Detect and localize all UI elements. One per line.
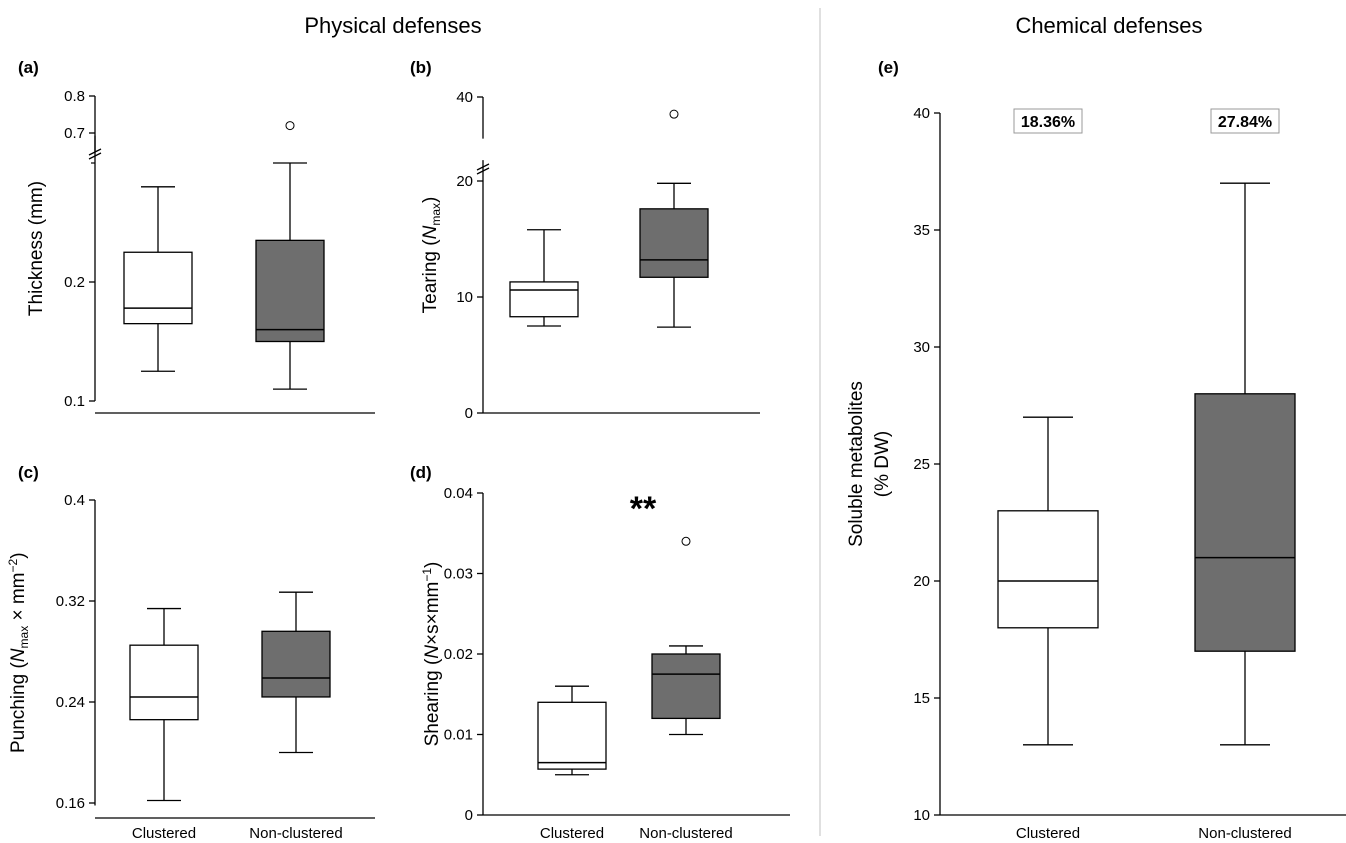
y-axis-label-mid: ×s×mm	[422, 582, 443, 645]
percent-annotation: 27.84%	[1218, 114, 1272, 131]
box-iqr	[1194, 393, 1296, 652]
y-tick-label: 0.8	[64, 88, 85, 105]
y-axis-label-italic: N	[8, 648, 29, 662]
box-iqr	[255, 239, 325, 343]
box-clustered: Clustered 18.36%	[997, 108, 1099, 842]
category-label: Clustered	[1016, 825, 1080, 842]
box-iqr	[537, 701, 607, 770]
y-axis-label-mid: × mm	[8, 572, 29, 625]
y-tick-label: 0.2	[64, 274, 85, 291]
axis-break-mark	[476, 163, 490, 171]
box-iqr	[639, 208, 709, 278]
panel-label: (e)	[878, 58, 899, 77]
y-axis-label: Tearing (Nmax)	[420, 197, 443, 314]
y-tick-label: 15	[913, 690, 930, 707]
y-tick-label: 0.24	[56, 694, 85, 711]
y-tick-label: 10	[913, 807, 930, 824]
box-nonclustered	[639, 109, 709, 328]
y-tick-label: 40	[456, 89, 473, 106]
box-iqr	[651, 653, 721, 720]
y-tick-label: 0	[465, 807, 473, 824]
section-title-physical: Physical defenses	[304, 13, 481, 38]
percent-annotation: 18.36%	[1021, 114, 1075, 131]
panel-label: (c)	[18, 463, 39, 482]
outlier-point	[681, 536, 691, 546]
axis-break-mark	[88, 148, 102, 156]
panel-e: (e) 10 15 20 25 30 35 40 Soluble metabolites (% D…	[846, 58, 1346, 842]
outlier-point	[285, 121, 295, 131]
y-axis-label: Soluble metabolites	[846, 381, 867, 547]
box-iqr	[509, 281, 579, 318]
panel-c: (c) 0.16 0.24 0.32 0.4 Punching (Nmax × mm−2)…	[6, 463, 375, 842]
y-axis-label-text: Shearing (	[422, 658, 443, 746]
y-axis-label-text-end: )	[420, 197, 441, 203]
panel-label: (d)	[410, 463, 432, 482]
y-tick-label: 0.03	[444, 566, 473, 583]
y-tick-label: 20	[456, 173, 473, 190]
y-axis-label-text-end: )	[8, 552, 29, 558]
category-label: Non-clustered	[1198, 825, 1291, 842]
category-label: Clustered	[540, 825, 604, 842]
y-tick-label: 0	[465, 405, 473, 422]
box-iqr	[123, 251, 193, 325]
box-nonclustered: Non-clustered	[639, 536, 733, 842]
panel-d: (d) 0 0.01 0.02 0.03 0.04 Shearing (N×s×mm−1) C…	[410, 463, 790, 842]
category-label: Non-clustered	[639, 825, 732, 842]
percent-annotation-frame	[1210, 108, 1280, 134]
y-axis-label-line2: (% DW)	[872, 431, 893, 497]
y-axis-label-italic: N	[422, 645, 443, 659]
y-tick-label: 10	[456, 289, 473, 306]
y-axis-label-text: Tearing (	[420, 239, 441, 314]
box-nonclustered: Non-clustered 27.84%	[1194, 108, 1296, 842]
box-iqr	[261, 630, 331, 698]
y-tick-label: 25	[913, 456, 930, 473]
y-axis-label: Punching (Nmax × mm−2)	[6, 552, 31, 753]
y-tick-label: 0.32	[56, 593, 85, 610]
axis-break-mark	[88, 152, 102, 160]
y-tick-label: 0.1	[64, 393, 85, 410]
panels: (a) 0.1 0.2 0.7 0.8 Thickness (mm) (b) 0 10 20 40 T…	[6, 58, 1346, 842]
y-tick-label: 30	[913, 339, 930, 356]
box-iqr	[997, 510, 1099, 629]
category-label: Non-clustered	[249, 825, 342, 842]
panel-label: (a)	[18, 58, 39, 77]
y-tick-label: 35	[913, 222, 930, 239]
significance-marker: **	[630, 490, 657, 528]
outlier-point	[669, 109, 679, 119]
y-tick-label: 0.01	[444, 727, 473, 744]
y-axis-label-text: Punching (	[8, 662, 29, 754]
y-tick-label: 0.02	[444, 646, 473, 663]
panel-a: (a) 0.1 0.2 0.7 0.8 Thickness (mm)	[18, 58, 375, 414]
panel-b: (b) 0 10 20 40 Tearing (Nmax)	[410, 58, 760, 422]
y-axis-label-sup: −1	[420, 568, 434, 582]
box-clustered: Clustered	[537, 685, 607, 842]
box-iqr	[129, 644, 199, 721]
box-clustered: Clustered	[129, 607, 199, 842]
section-title-chemical: Chemical defenses	[1015, 13, 1202, 38]
y-tick-label: 40	[913, 105, 930, 122]
box-clustered	[509, 229, 579, 327]
y-tick-label: 20	[913, 573, 930, 590]
y-axis-label-italic: N	[420, 225, 441, 239]
y-tick-label: 0.04	[444, 485, 473, 502]
y-axis-label-text-end: )	[422, 562, 443, 568]
y-axis-label-sup: −2	[6, 558, 20, 572]
box-clustered	[123, 186, 193, 372]
y-tick-label: 0.4	[64, 492, 85, 509]
y-tick-label: 0.7	[64, 125, 85, 142]
panel-label: (b)	[410, 58, 432, 77]
category-label: Clustered	[132, 825, 196, 842]
y-axis-label-sub: max	[17, 626, 31, 649]
y-tick-label: 0.16	[56, 795, 85, 812]
box-nonclustered: Non-clustered	[249, 591, 343, 842]
percent-annotation-frame	[1013, 108, 1083, 134]
y-axis-label: Shearing (N×s×mm−1)	[420, 562, 443, 747]
axis-break-mark	[476, 167, 490, 175]
y-axis-label-sub: max	[429, 203, 443, 226]
y-axis-label: Thickness (mm)	[26, 181, 47, 316]
box-nonclustered	[255, 121, 325, 390]
